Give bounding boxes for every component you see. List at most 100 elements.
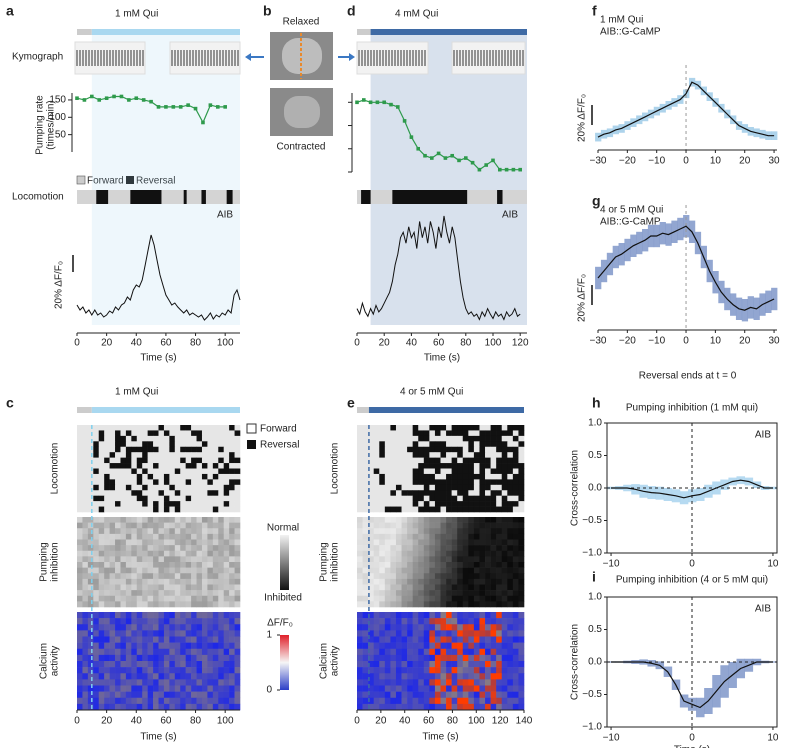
heatmap-cell (126, 523, 132, 529)
pumping-point (164, 105, 168, 109)
heatmap-cell (491, 479, 497, 485)
heatmap-cell (496, 430, 502, 436)
pumping-point (437, 152, 441, 156)
heatmap-cell (507, 590, 513, 596)
heatmap-cell (142, 534, 148, 540)
heatmap-cell (142, 556, 148, 562)
heatmap-cell (99, 447, 105, 453)
heatmap-cell (159, 601, 165, 607)
heatmap-cell (396, 692, 402, 698)
heatmap-cell (148, 624, 154, 630)
heatmap-cell (491, 601, 497, 607)
heatmap-cell (148, 585, 154, 591)
heatmap-cell (137, 534, 143, 540)
heatmap-cell (446, 463, 452, 469)
heatmap-cell (110, 479, 116, 485)
heatmap-cell (491, 673, 497, 679)
x-tick-label: 40 (131, 716, 143, 727)
heatmap-cell (463, 485, 469, 491)
heatmap-cell (148, 568, 154, 574)
heatmap-cell (197, 585, 203, 591)
heatmap-cell (82, 568, 88, 574)
heatmap-cell (224, 679, 230, 685)
heatmap-cell (213, 430, 219, 436)
heatmap-cell (429, 686, 435, 692)
heatmap-cell (99, 612, 105, 618)
heatmap-cell (197, 643, 203, 649)
heatmap-cell (175, 452, 181, 458)
heatmap-cell (429, 458, 435, 464)
heatmap-cell (169, 458, 175, 464)
heatmap-cell (218, 485, 224, 491)
heatmap-cell (99, 601, 105, 607)
heatmap-cell (207, 630, 213, 636)
heatmap-cell (435, 579, 441, 585)
heatmap-cell (491, 661, 497, 667)
heatmap-cell (218, 624, 224, 630)
heatmap-cell (363, 540, 369, 546)
heatmap-cell (379, 601, 385, 607)
heatmap-cell (218, 704, 224, 710)
heatmap-cell (374, 452, 380, 458)
heatmap-cell (363, 501, 369, 507)
heatmap-cell (418, 507, 424, 513)
heatmap-cell (180, 485, 186, 491)
heatmap-cell (202, 496, 208, 502)
heatmap-cell (77, 479, 83, 485)
heatmap-cell (496, 463, 502, 469)
heatmap-cell (496, 528, 502, 534)
heatmap-cell (218, 534, 224, 540)
heatmap-cell (142, 463, 148, 469)
heatmap-cell (115, 540, 121, 546)
x-tick-label: 0 (74, 716, 80, 727)
heatmap-cell (379, 618, 385, 624)
heatmap-cell (110, 490, 116, 496)
heatmap-cell (390, 579, 396, 585)
heatmap-cell (137, 568, 143, 574)
heatmap-cell (191, 590, 197, 596)
heatmap-cell (104, 528, 110, 534)
heatmap-cell (77, 501, 83, 507)
pumping-point (83, 98, 87, 102)
heatmap-cell (424, 485, 430, 491)
heatmap-cell (518, 698, 524, 704)
heatmap-cell (502, 579, 508, 585)
x-axis-label: Time (s) (140, 353, 176, 364)
heatmap-cell (485, 523, 491, 529)
heatmap-cell (446, 568, 452, 574)
heatmap-cell (93, 469, 99, 475)
heatmap-cell (457, 523, 463, 529)
heatmap-cell (207, 568, 213, 574)
heatmap-cell (507, 612, 513, 618)
heatmap-cell (126, 474, 132, 480)
heatmap-cell (164, 490, 170, 496)
heatmap-cell (164, 686, 170, 692)
heatmap-cell (175, 447, 181, 453)
heatmap-cell (418, 517, 424, 523)
heatmap-cell (479, 463, 485, 469)
heatmap-cell (207, 507, 213, 513)
heatmap-cell (513, 679, 519, 685)
heatmap-cell (126, 447, 132, 453)
heatmap-cell (235, 556, 241, 562)
heatmap-cell (137, 630, 143, 636)
heatmap-cell (218, 441, 224, 447)
heatmap-cell (390, 661, 396, 667)
heatmap-cell (142, 517, 148, 523)
heatmap-cell (407, 463, 413, 469)
heatmap-cell (88, 643, 94, 649)
heatmap-cell (131, 585, 137, 591)
heatmap-cell (429, 637, 435, 643)
heatmap-cell (142, 679, 148, 685)
heatmap-cell (402, 643, 408, 649)
heatmap-cell (435, 568, 441, 574)
heatmap-cell (357, 425, 363, 431)
heatmap-cell (457, 649, 463, 655)
heatmap-cell (374, 630, 380, 636)
heatmap-cell (120, 474, 126, 480)
heatmap-cell (435, 585, 441, 591)
heatmap-cell (191, 637, 197, 643)
heatmap-cell (491, 517, 497, 523)
heatmap-cell (99, 430, 105, 436)
heatmap-cell (99, 643, 105, 649)
